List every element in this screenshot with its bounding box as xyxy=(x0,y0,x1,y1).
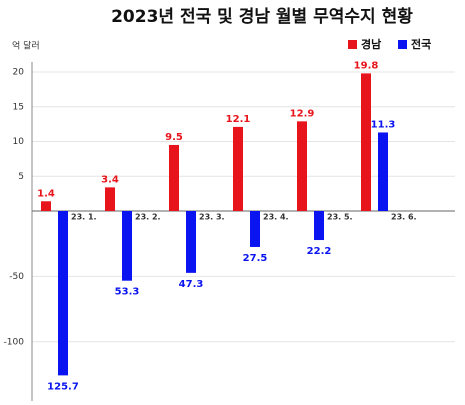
legend-swatch xyxy=(398,40,407,49)
bar xyxy=(233,126,243,211)
data-label: 19.8 xyxy=(354,60,379,71)
data-label: 11.3 xyxy=(371,119,396,130)
x-tick-label: 23. 3. xyxy=(199,213,225,222)
bar xyxy=(250,211,260,247)
y-axis-label: 억 달러 xyxy=(12,40,40,52)
legend-label: 경남 xyxy=(361,37,381,51)
data-label: 1.4 xyxy=(37,188,55,199)
bar xyxy=(297,121,307,211)
bar xyxy=(378,132,388,211)
y-tick-label: -100 xyxy=(4,337,25,347)
data-label: 47.3 xyxy=(179,279,204,290)
y-tick-label: -50 xyxy=(9,272,24,282)
data-label: 125.7 xyxy=(47,381,79,392)
x-tick-label: 23. 5. xyxy=(327,213,353,222)
bar xyxy=(361,73,371,211)
data-label: 3.4 xyxy=(101,174,119,185)
x-tick-label: 23. 2. xyxy=(135,213,161,222)
chart-title: 2023년 전국 및 경남 월별 무역수지 현황 xyxy=(111,7,413,27)
y-tick-label: 10 xyxy=(13,137,25,147)
data-label: 12.9 xyxy=(290,108,315,119)
bar xyxy=(169,144,179,211)
data-label: 22.2 xyxy=(307,246,332,257)
x-tick-label: 23. 4. xyxy=(263,213,289,222)
bar xyxy=(314,211,324,241)
data-label: 27.5 xyxy=(243,253,268,264)
legend-swatch xyxy=(348,40,357,49)
x-tick-label: 23. 6. xyxy=(391,213,417,222)
y-tick-label: 15 xyxy=(13,102,24,112)
data-label: 53.3 xyxy=(115,287,140,298)
data-label: 12.1 xyxy=(226,114,251,125)
y-tick-label: 20 xyxy=(13,68,25,78)
bar xyxy=(58,211,68,376)
bar xyxy=(41,201,51,211)
x-tick-label: 23. 1. xyxy=(71,213,97,222)
data-label: 9.5 xyxy=(165,132,183,143)
bar xyxy=(122,211,132,281)
bar xyxy=(105,187,115,211)
legend-label: 전국 xyxy=(411,37,431,51)
y-tick-label: 5 xyxy=(18,172,24,182)
bar xyxy=(186,211,196,273)
